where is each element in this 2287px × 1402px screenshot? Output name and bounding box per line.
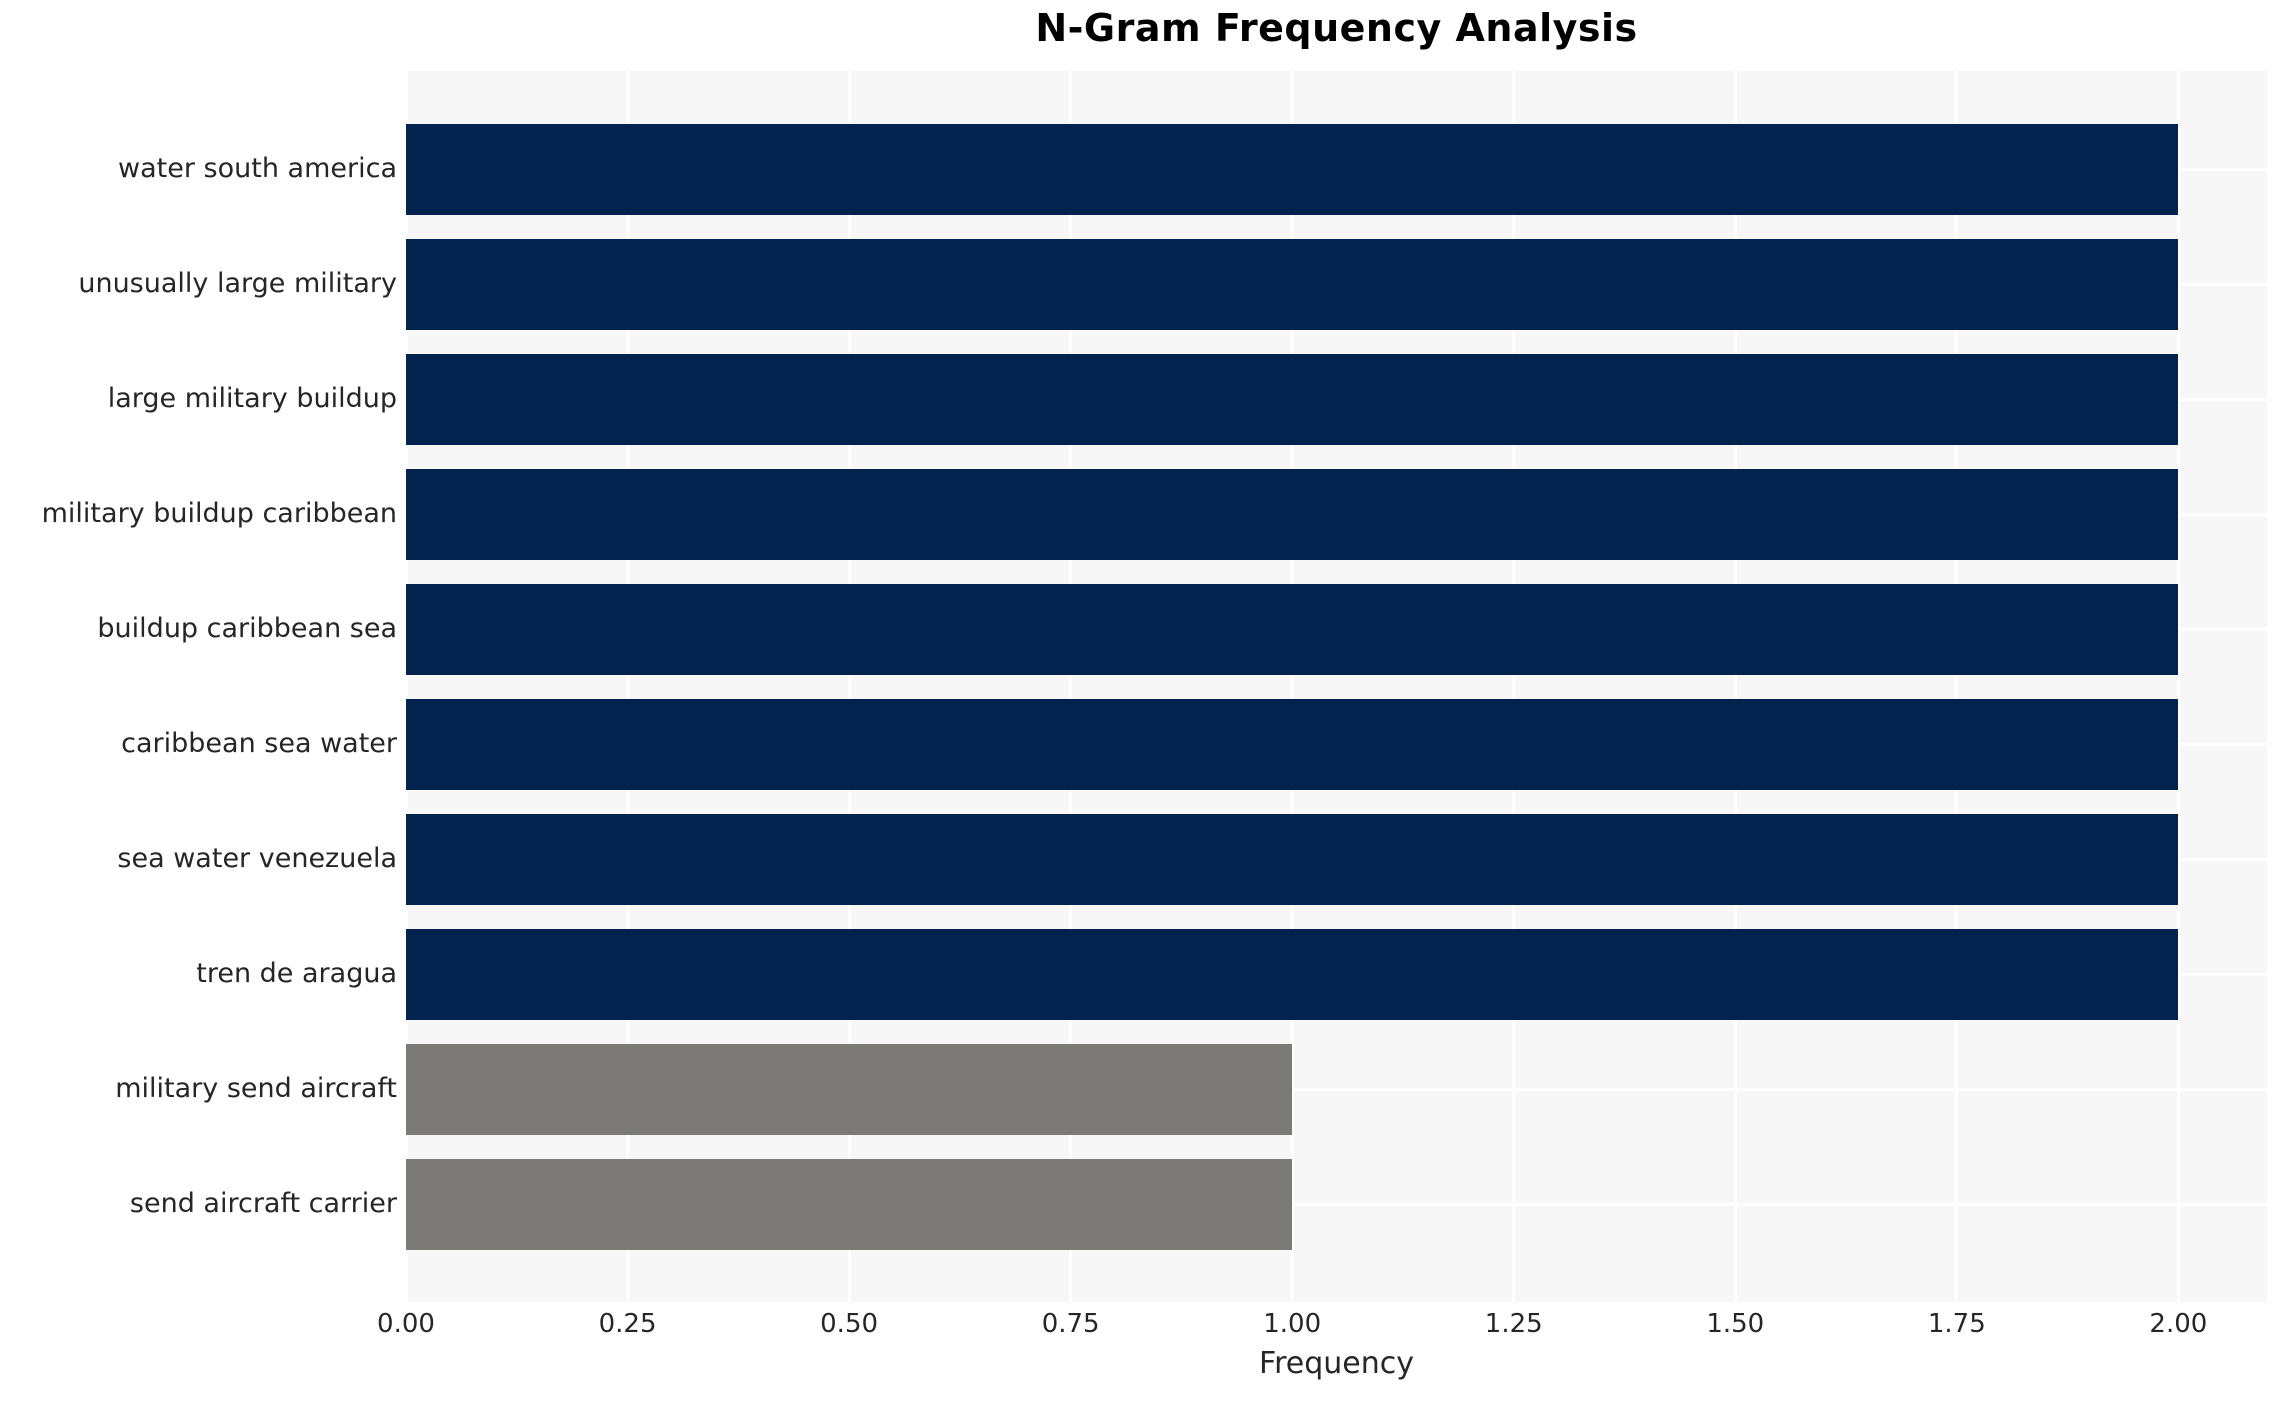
bar-tren-de-aragua bbox=[406, 928, 2179, 1020]
gridline-vertical-0.50 bbox=[847, 71, 851, 1302]
plot-area bbox=[404, 71, 2267, 1302]
y-tick-label: buildup caribbean sea bbox=[97, 613, 397, 644]
y-tick-label: unusually large military bbox=[78, 268, 397, 299]
y-tick-label: send aircraft carrier bbox=[129, 1188, 397, 1219]
bar-caribbean-sea-water bbox=[406, 698, 2179, 790]
x-tick-label: 0.25 bbox=[598, 1309, 657, 1339]
gridline-horizontal bbox=[406, 1087, 2267, 1091]
gridline-vertical-1.75 bbox=[1955, 71, 1959, 1302]
x-tick-label: 0.75 bbox=[1041, 1309, 1100, 1339]
y-tick-label: sea water venezuela bbox=[117, 843, 397, 874]
y-tick-label: military send aircraft bbox=[115, 1073, 397, 1104]
bar-large-military-buildup bbox=[406, 353, 2179, 445]
gridline-vertical-0.75 bbox=[1069, 71, 1073, 1302]
x-tick-label: 1.00 bbox=[1263, 1309, 1322, 1339]
y-tick-label: large military buildup bbox=[107, 383, 397, 414]
x-tick-label: 0.50 bbox=[820, 1309, 879, 1339]
y-tick-label: caribbean sea water bbox=[121, 728, 397, 759]
gridline-vertical-1.00 bbox=[1290, 71, 1294, 1302]
x-axis-ticks: 0.00 0.25 0.50 0.75 1.00 1.25 1.50 1.75 2.00 bbox=[377, 1309, 2267, 1343]
y-axis-labels: water south america unusually large milit… bbox=[0, 71, 397, 1302]
bar-unusually-large-military bbox=[406, 238, 2179, 330]
x-tick-label: 1.25 bbox=[1484, 1309, 1543, 1339]
x-tick-label: 1.50 bbox=[1706, 1309, 1765, 1339]
y-tick-label: water south america bbox=[118, 153, 397, 184]
x-tick-label: 1.75 bbox=[1927, 1309, 1986, 1339]
gridline-vertical-0.25 bbox=[626, 71, 630, 1302]
bar-send-aircraft-carrier bbox=[406, 1158, 1293, 1250]
gridline-vertical-1.25 bbox=[1512, 71, 1516, 1302]
chart-title: N-Gram Frequency Analysis bbox=[1035, 6, 1638, 50]
y-tick-label: military buildup caribbean bbox=[41, 498, 397, 529]
bar-military-buildup-caribbean bbox=[406, 468, 2179, 560]
gridline-vertical-1.50 bbox=[1733, 71, 1737, 1302]
y-tick-label: tren de aragua bbox=[196, 958, 397, 989]
gridline-vertical-0.00 bbox=[404, 71, 408, 1302]
bar-sea-water-venezuela bbox=[406, 813, 2179, 905]
x-tick-label: 0.00 bbox=[377, 1309, 435, 1339]
gridline-vertical-2.00 bbox=[2176, 71, 2180, 1302]
bar-buildup-caribbean-sea bbox=[406, 583, 2179, 675]
gridline-horizontal bbox=[406, 1202, 2267, 1206]
x-axis-label: Frequency bbox=[1259, 1346, 1414, 1381]
bar-military-send-aircraft bbox=[406, 1043, 1293, 1135]
x-tick-label: 2.00 bbox=[2149, 1309, 2208, 1339]
bar-water-south-america bbox=[406, 123, 2179, 215]
